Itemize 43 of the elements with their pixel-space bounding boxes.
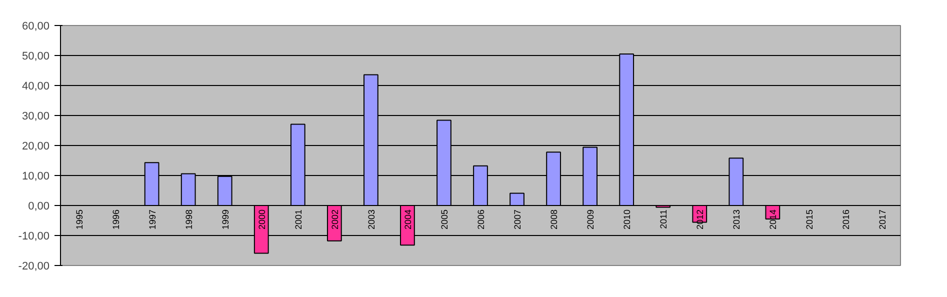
y-tick-label: 60,00	[22, 20, 50, 32]
bar	[290, 124, 306, 206]
y-tick-label: 40,00	[22, 80, 50, 92]
y-tick-label: 0,00	[28, 200, 50, 212]
x-tick-label: 2016	[841, 209, 852, 230]
x-tick-label: 2017	[878, 209, 888, 230]
x-tick-label: 1998	[184, 209, 194, 230]
x-tick-label: 2015	[804, 209, 815, 230]
x-tick-label: 2013	[732, 209, 742, 230]
y-tick-label: -10,00	[18, 230, 50, 242]
x-tick-label: 2004	[402, 209, 413, 230]
x-tick-label: 2002	[330, 209, 340, 230]
bar	[546, 152, 561, 206]
bar	[144, 162, 160, 206]
x-tick-label: 2010	[622, 209, 632, 230]
bar	[582, 146, 598, 206]
x-tick-label: 2000	[256, 209, 267, 230]
x-tick-label: 2005	[439, 209, 450, 230]
bar	[363, 74, 378, 206]
y-tick-label: 50,00	[22, 50, 50, 62]
bar	[473, 165, 488, 206]
x-tick-label: 2008	[549, 209, 560, 230]
y-tick-label: -20,00	[18, 260, 50, 272]
x-tick-label: 1999	[220, 209, 230, 230]
y-tick-label: 30,00	[22, 110, 50, 122]
x-tick-label: 2006	[476, 209, 486, 230]
bar	[436, 120, 452, 206]
y-tick-label: 20,00	[22, 140, 50, 152]
x-tick-label: 2011	[658, 209, 669, 229]
x-tick-label: 2012	[695, 209, 706, 230]
x-tick-label: 1996	[110, 209, 121, 230]
bar	[217, 176, 232, 206]
x-tick-label: 2014	[768, 209, 778, 230]
x-tick-label: 1995	[74, 209, 84, 230]
x-tick-label: 2009	[586, 209, 596, 230]
y-tick-label: 10,00	[22, 170, 50, 182]
bar	[728, 158, 744, 206]
x-tick-label: 2001	[293, 209, 304, 230]
bar	[180, 173, 196, 206]
x-tick-label: 2003	[366, 209, 376, 230]
x-tick-label: 2007	[512, 209, 523, 230]
x-tick-label: 1997	[147, 209, 158, 230]
bar	[510, 192, 524, 206]
